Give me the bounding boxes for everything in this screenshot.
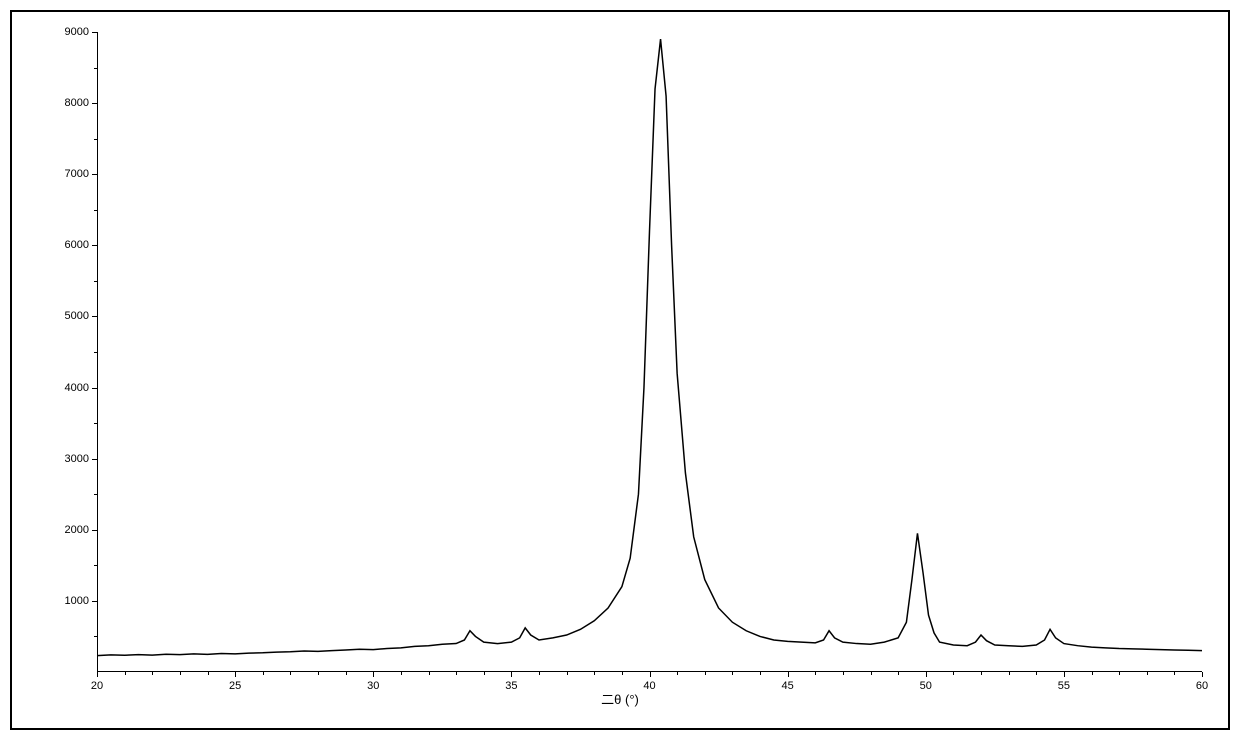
x-axis-label: 二θ (°) — [601, 689, 639, 708]
x-tick — [235, 672, 236, 677]
chart-frame: 1000 2000 3000 4000 5000 6000 7000 8000 9000 20 25… — [10, 10, 1230, 730]
x-tick-minor — [815, 672, 816, 675]
x-tick-minor — [290, 672, 291, 675]
y-tick-minor — [94, 68, 97, 69]
x-tick-minor — [567, 672, 568, 675]
x-tick-minor — [953, 672, 954, 675]
x-tick-label: 20 — [91, 680, 103, 692]
x-tick-label: 25 — [229, 680, 241, 692]
x-tick — [511, 672, 512, 677]
x-tick-minor — [152, 672, 153, 675]
x-tick-minor — [898, 672, 899, 675]
x-tick — [788, 672, 789, 677]
y-tick-label: 2000 — [65, 524, 89, 536]
x-tick-minor — [677, 672, 678, 675]
x-tick-minor — [125, 672, 126, 675]
x-tick — [650, 672, 651, 677]
x-tick-label: 45 — [782, 680, 794, 692]
y-tick — [92, 388, 97, 389]
x-tick — [926, 672, 927, 677]
x-tick-minor — [732, 672, 733, 675]
x-tick — [1064, 672, 1065, 677]
y-tick-label: 9000 — [65, 26, 89, 38]
x-tick-minor — [760, 672, 761, 675]
y-tick-label: 3000 — [65, 453, 89, 465]
x-tick-minor — [1092, 672, 1093, 675]
x-tick-minor — [318, 672, 319, 675]
x-tick-minor — [1174, 672, 1175, 675]
y-tick-label: 7000 — [65, 168, 89, 180]
x-tick-minor — [871, 672, 872, 675]
x-tick — [1202, 672, 1203, 677]
y-tick-minor — [94, 281, 97, 282]
y-tick-minor — [94, 494, 97, 495]
x-tick-minor — [456, 672, 457, 675]
x-tick-label: 30 — [367, 680, 379, 692]
x-tick-minor — [484, 672, 485, 675]
x-tick-minor — [981, 672, 982, 675]
x-tick-minor — [263, 672, 264, 675]
x-tick-minor — [1009, 672, 1010, 675]
y-tick-label: 5000 — [65, 310, 89, 322]
y-tick-minor — [94, 636, 97, 637]
x-tick-minor — [208, 672, 209, 675]
x-tick-label: 50 — [920, 680, 932, 692]
x-tick — [373, 672, 374, 677]
x-tick-label: 40 — [643, 680, 655, 692]
y-tick — [92, 32, 97, 33]
y-tick-label: 6000 — [65, 239, 89, 251]
y-tick — [92, 103, 97, 104]
x-tick-minor — [346, 672, 347, 675]
x-tick-minor — [1036, 672, 1037, 675]
x-tick-label: 60 — [1196, 680, 1208, 692]
y-tick — [92, 459, 97, 460]
plot-area: 1000200030004000500060007000800090002025… — [97, 32, 1202, 672]
x-tick-minor — [594, 672, 595, 675]
x-tick-minor — [401, 672, 402, 675]
spectrum-line — [97, 32, 1202, 672]
y-tick-minor — [94, 210, 97, 211]
y-tick-label: 4000 — [65, 382, 89, 394]
y-tick — [92, 601, 97, 602]
y-tick-minor — [94, 423, 97, 424]
y-tick — [92, 530, 97, 531]
x-tick-minor — [539, 672, 540, 675]
x-tick — [97, 672, 98, 677]
x-tick-label: 35 — [505, 680, 517, 692]
x-tick-label: 55 — [1058, 680, 1070, 692]
x-tick-minor — [429, 672, 430, 675]
x-tick-minor — [180, 672, 181, 675]
y-tick — [92, 174, 97, 175]
x-tick-minor — [843, 672, 844, 675]
x-tick-minor — [705, 672, 706, 675]
y-tick-label: 1000 — [65, 595, 89, 607]
y-tick-minor — [94, 565, 97, 566]
x-tick-minor — [622, 672, 623, 675]
y-tick-label: 8000 — [65, 97, 89, 109]
x-tick-minor — [1119, 672, 1120, 675]
y-tick — [92, 316, 97, 317]
x-tick-minor — [1147, 672, 1148, 675]
y-tick — [92, 245, 97, 246]
y-tick-minor — [94, 352, 97, 353]
y-tick-minor — [94, 139, 97, 140]
